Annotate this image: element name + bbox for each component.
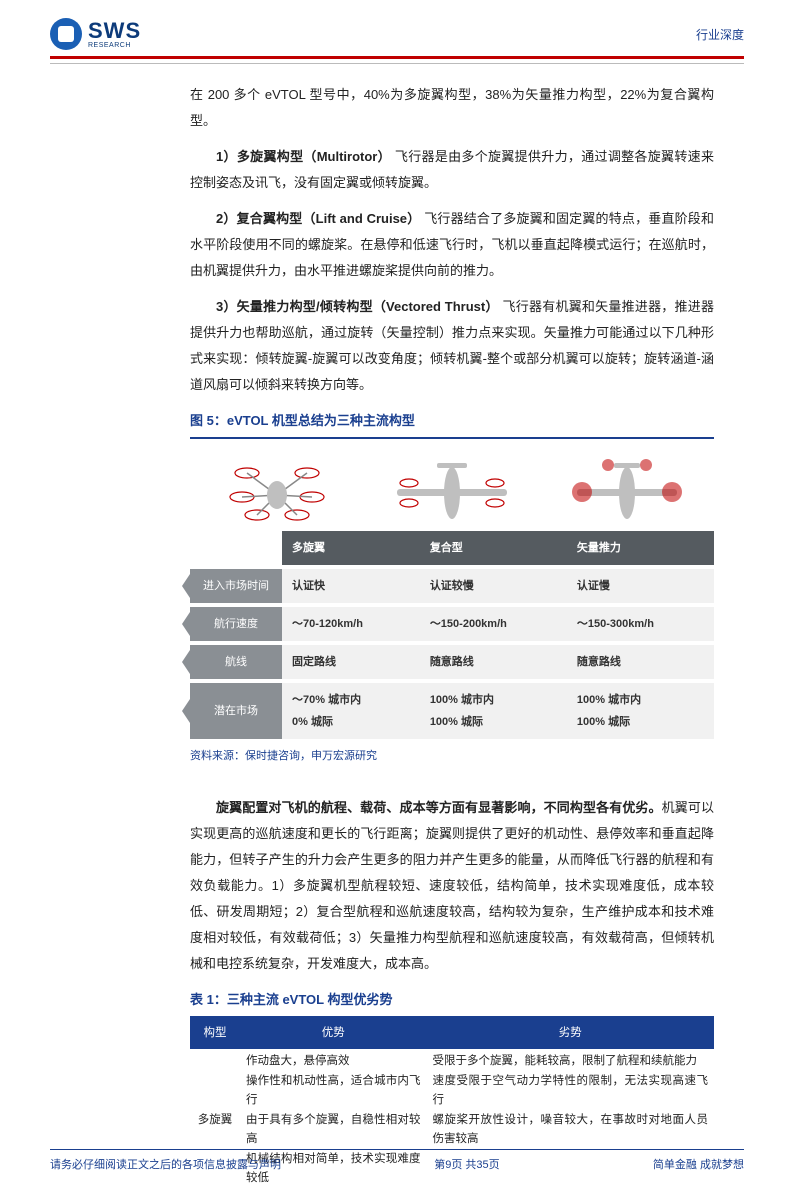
figure5-r3-c3: 100% 城市内 100% 城际 (567, 683, 714, 739)
intro-para: 在 200 多个 eVTOL 型号中，40%为多旋翼构型，38%为矢量推力构型，… (190, 82, 714, 134)
header-grey-divider (50, 63, 744, 64)
page-footer: 请务必仔细阅读正文之后的各项信息披露与声明 第9页 共35页 简单金融 成就梦想 (50, 1149, 744, 1172)
content-region: 在 200 多个 eVTOL 型号中，40%为多旋翼构型，38%为矢量推力构型，… (0, 82, 794, 1192)
figure5-r3-label: 潜在市场 (190, 683, 282, 739)
section2-label: 2）复合翼构型（Lift and Cruise） (216, 211, 420, 226)
figure5-head-c3: 矢量推力 (567, 531, 714, 565)
table1-h3: 劣势 (427, 1018, 715, 1049)
section-lift-cruise: 2）复合翼构型（Lift and Cruise） 飞行器结合了多旋翼和固定翼的特… (190, 206, 714, 284)
figure5-r1-label: 航行速度 (190, 607, 282, 641)
analysis-lead-bold: 旋翼配置对飞机的航程、载荷、成本等方面有显著影响，不同构型各有优劣。 (216, 800, 662, 815)
footer-right: 简单金融 成就梦想 (653, 1156, 744, 1172)
analysis-lead-rest: 机翼可以实现更高的巡航速度和更长的飞行距离；旋翼则提供了更好的机动性、悬停效率和… (190, 800, 714, 971)
figure5-head-blank (190, 531, 282, 565)
figure5-r2-label: 航线 (190, 645, 282, 679)
figure5-r2-c1: 固定路线 (282, 645, 420, 679)
table1-h1: 构型 (190, 1018, 240, 1049)
section-vectored: 3）矢量推力构型/倾转构型（Vectored Thrust） 飞行器有机翼和矢量… (190, 294, 714, 398)
figure5-head-c1: 多旋翼 (282, 531, 420, 565)
logo-icon (50, 18, 82, 50)
figure5-r3-c2: 100% 城市内 100% 城际 (420, 683, 567, 739)
table1-title: 表 1：三种主流 eVTOL 构型优劣势 (190, 987, 714, 1018)
section-multirotor: 1）多旋翼构型（Multirotor） 飞行器是由多个旋翼提供升力，通过调整各旋… (190, 144, 714, 196)
figure5-head-c2: 复合型 (420, 531, 567, 565)
section3-label: 3）矢量推力构型/倾转构型（Vectored Thrust） (216, 299, 499, 314)
figure5-r1-c1: ～70-120km/h (282, 607, 420, 641)
page-header: SWS RESEARCH 行业深度 (0, 0, 794, 56)
logo-main: SWS (88, 20, 141, 42)
header-category: 行业深度 (696, 26, 744, 43)
logo: SWS RESEARCH (50, 18, 141, 50)
figure5-r3-c1: ～70% 城市内 0% 城际 (282, 683, 420, 739)
table1-h2: 优势 (240, 1018, 427, 1049)
figure5-r0-c1: 认证快 (282, 569, 420, 603)
figure5-r0-c2: 认证较慢 (420, 569, 567, 603)
diagram-vectored-icon (539, 455, 714, 525)
figure5-r1-c2: ～150-200km/h (420, 607, 567, 641)
figure5-table: 多旋翼 复合型 矢量推力 进入市场时间 认证快 认证较慢 认证慢 航行速度 ～7… (190, 531, 714, 739)
figure5-title: 图 5：eVTOL 机型总结为三种主流构型 (190, 408, 714, 439)
header-red-divider (50, 56, 744, 59)
figure5-r0-label: 进入市场时间 (190, 569, 282, 603)
section1-label: 1）多旋翼构型（Multirotor） (216, 149, 391, 164)
figure5-r0-c3: 认证慢 (567, 569, 714, 603)
figure5-source: 资料来源：保时捷咨询，申万宏源研究 (190, 745, 714, 767)
analysis-para: 旋翼配置对飞机的航程、载荷、成本等方面有显著影响，不同构型各有优劣。机翼可以实现… (190, 795, 714, 977)
figure5-diagrams (190, 447, 714, 531)
diagram-compound-icon (365, 455, 540, 525)
footer-mid: 第9页 共35页 (434, 1156, 499, 1172)
figure5-r2-c2: 随意路线 (420, 645, 567, 679)
figure5-r1-c3: ～150-300km/h (567, 607, 714, 641)
figure5-r2-c3: 随意路线 (567, 645, 714, 679)
diagram-multirotor-icon (190, 455, 365, 525)
logo-sub: RESEARCH (88, 42, 141, 49)
footer-left: 请务必仔细阅读正文之后的各项信息披露与声明 (50, 1156, 281, 1172)
